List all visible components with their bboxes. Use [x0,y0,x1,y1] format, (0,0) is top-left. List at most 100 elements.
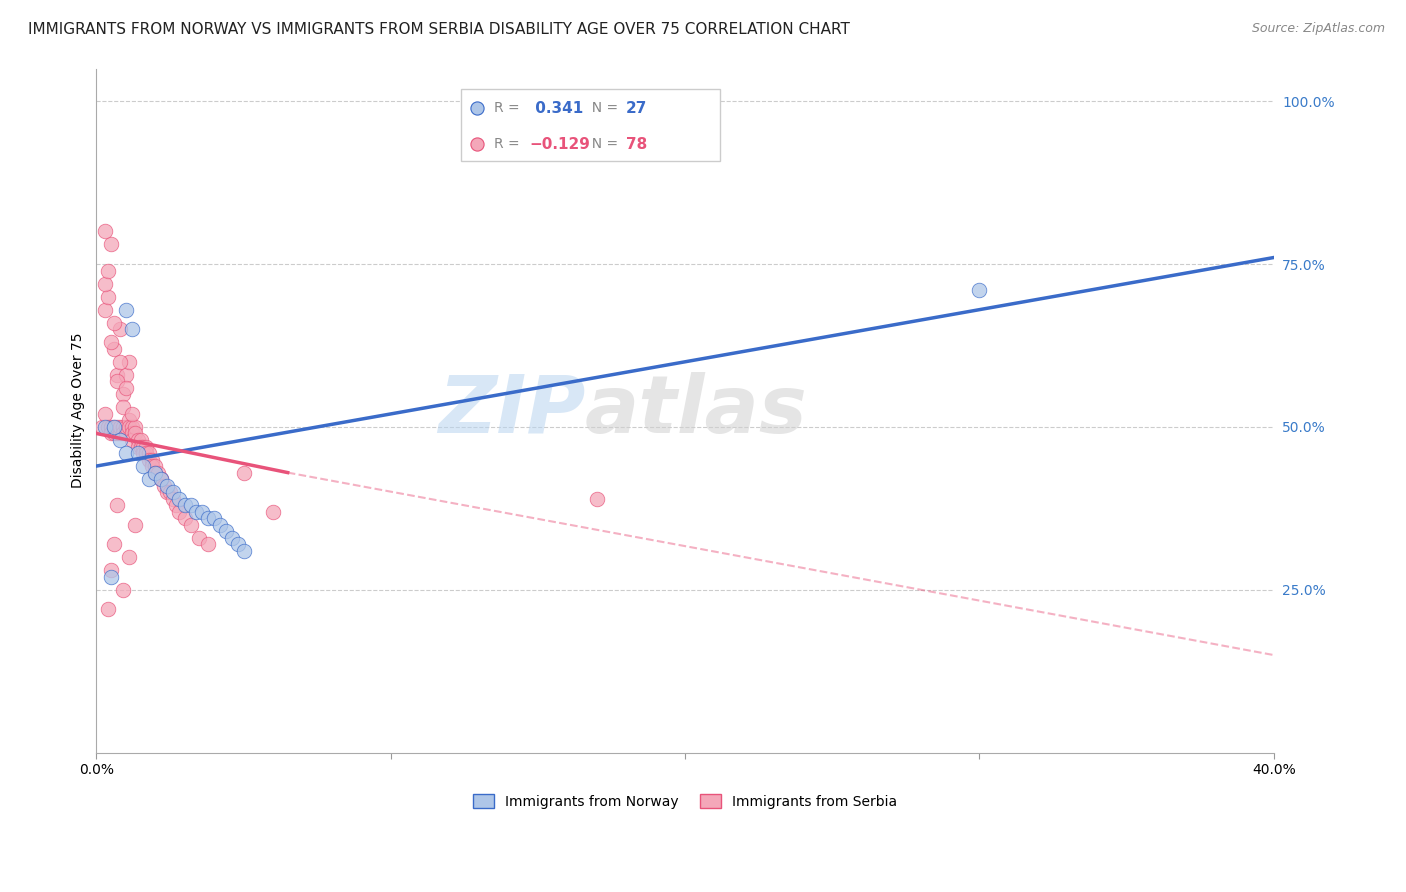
Point [585,491,607,506]
Point [124,426,146,441]
Text: 78: 78 [626,136,647,152]
Point [103,316,125,330]
Point [97,263,120,277]
Point [132,440,155,454]
Point [100,335,122,350]
Point [100,237,122,252]
Text: ZIP: ZIP [437,372,585,450]
Point [191,505,214,519]
Point [186,505,208,519]
Point [197,511,219,525]
Point [111,387,134,401]
Point [226,537,249,551]
Point [124,420,146,434]
Text: −0.129: −0.129 [530,136,591,152]
Text: R =: R = [495,102,524,115]
Text: Source: ZipAtlas.com: Source: ZipAtlas.com [1251,22,1385,36]
Point [143,466,166,480]
Point [180,498,202,512]
Point [138,446,160,460]
Point [465,102,488,116]
Point [138,452,160,467]
Point [180,517,202,532]
Point [118,413,141,427]
Point [162,491,184,506]
Point [143,458,166,473]
Point [156,478,179,492]
Point [108,322,131,336]
Point [150,472,173,486]
Text: IMMIGRANTS FROM NORWAY VS IMMIGRANTS FROM SERBIA DISABILITY AGE OVER 75 CORRELAT: IMMIGRANTS FROM NORWAY VS IMMIGRANTS FRO… [28,22,851,37]
Point [114,420,136,434]
Point [105,368,128,382]
Text: N =: N = [582,137,621,152]
Point [197,537,219,551]
Point [94,302,117,317]
Point [173,498,195,512]
Point [156,485,179,500]
Point [94,277,117,291]
Point [97,290,120,304]
Point [141,458,163,473]
Point [165,498,187,512]
Point [232,466,254,480]
Point [103,420,125,434]
Point [167,505,190,519]
Point [969,283,991,297]
Point [100,563,122,577]
Point [105,420,128,434]
Point [153,478,176,492]
FancyBboxPatch shape [461,89,720,161]
Point [129,433,152,447]
Point [121,426,143,441]
Point [118,550,141,565]
Legend: Immigrants from Norway, Immigrants from Serbia: Immigrants from Norway, Immigrants from … [468,789,903,814]
Text: N =: N = [582,102,621,115]
Point [215,524,238,539]
Point [188,531,211,545]
Point [111,582,134,597]
Point [141,452,163,467]
Point [132,458,155,473]
Text: 0.341: 0.341 [530,101,583,116]
Point [121,420,143,434]
Point [114,381,136,395]
Point [118,420,141,434]
Point [173,511,195,525]
Point [97,602,120,616]
Point [103,342,125,356]
Point [111,426,134,441]
Y-axis label: Disability Age Over 75: Disability Age Over 75 [72,333,86,489]
Point [100,426,122,441]
Text: atlas: atlas [585,372,807,450]
Point [124,517,146,532]
Point [103,420,125,434]
Point [132,446,155,460]
Point [108,355,131,369]
Point [135,440,157,454]
Point [97,420,120,434]
Point [146,466,169,480]
Point [114,426,136,441]
Point [138,472,160,486]
Point [114,302,136,317]
Point [108,433,131,447]
Point [108,426,131,441]
Point [118,355,141,369]
Point [105,375,128,389]
Point [94,420,117,434]
Point [91,420,114,434]
Point [262,505,284,519]
Point [111,401,134,415]
Point [121,407,143,421]
Point [208,517,231,532]
Point [105,498,128,512]
Point [127,433,149,447]
Point [94,407,117,421]
Point [127,446,149,460]
Point [94,224,117,238]
Point [159,485,181,500]
Point [129,440,152,454]
Point [108,420,131,434]
Point [150,472,173,486]
